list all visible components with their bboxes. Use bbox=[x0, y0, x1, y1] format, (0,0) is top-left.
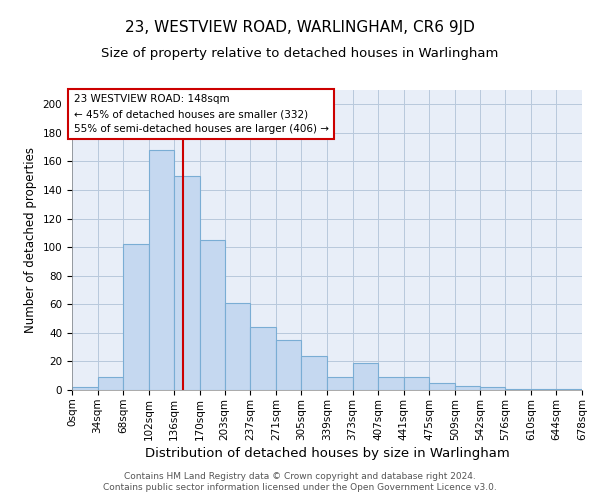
Bar bbox=[430, 383, 455, 390]
Bar bbox=[353, 363, 378, 390]
Bar bbox=[200, 240, 224, 390]
Text: Contains HM Land Registry data © Crown copyright and database right 2024.: Contains HM Land Registry data © Crown c… bbox=[124, 472, 476, 481]
Bar bbox=[378, 377, 404, 390]
Bar bbox=[455, 386, 479, 390]
Bar bbox=[149, 150, 175, 390]
Bar bbox=[224, 303, 250, 390]
Bar bbox=[123, 244, 149, 390]
Text: 23 WESTVIEW ROAD: 148sqm
← 45% of detached houses are smaller (332)
55% of semi-: 23 WESTVIEW ROAD: 148sqm ← 45% of detach… bbox=[74, 94, 329, 134]
Y-axis label: Number of detached properties: Number of detached properties bbox=[24, 147, 37, 333]
Bar bbox=[72, 387, 98, 390]
X-axis label: Distribution of detached houses by size in Warlingham: Distribution of detached houses by size … bbox=[145, 446, 509, 460]
Bar bbox=[531, 388, 556, 390]
Text: Size of property relative to detached houses in Warlingham: Size of property relative to detached ho… bbox=[101, 48, 499, 60]
Bar bbox=[327, 377, 353, 390]
Bar bbox=[505, 388, 531, 390]
Bar bbox=[98, 377, 123, 390]
Text: 23, WESTVIEW ROAD, WARLINGHAM, CR6 9JD: 23, WESTVIEW ROAD, WARLINGHAM, CR6 9JD bbox=[125, 20, 475, 35]
Bar bbox=[276, 340, 301, 390]
Text: Contains public sector information licensed under the Open Government Licence v3: Contains public sector information licen… bbox=[103, 484, 497, 492]
Bar bbox=[556, 388, 582, 390]
Bar bbox=[175, 176, 200, 390]
Bar bbox=[301, 356, 327, 390]
Bar bbox=[479, 387, 505, 390]
Bar bbox=[250, 327, 276, 390]
Bar bbox=[404, 377, 430, 390]
